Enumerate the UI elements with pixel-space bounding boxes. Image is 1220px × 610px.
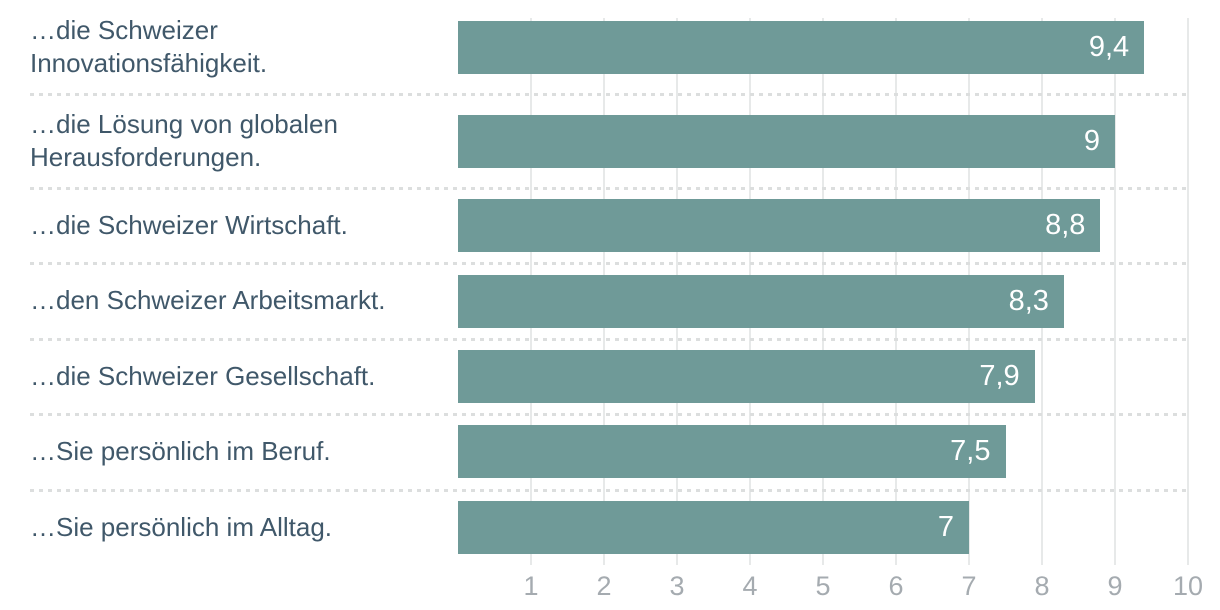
x-axis-tick-label: 7 <box>961 571 977 601</box>
x-axis-tick-label: 1 <box>523 571 539 601</box>
x-axis-tick-label: 2 <box>596 571 612 601</box>
chart-row: …Sie persönlich im Beruf. 7,5 <box>0 413 1220 489</box>
bar-value-label: 9,4 <box>1088 30 1130 63</box>
bar: 7,9 <box>458 349 1035 403</box>
bar-cell: 7 <box>458 490 1220 565</box>
category-label: …die Schweizer Gesellschaft. <box>30 360 376 391</box>
chart-row: …die Schweizer Wirtschaft. 8,8 <box>0 186 1220 263</box>
chart-row: …die Schweizer Innovationsfähigkeit. 9,4 <box>0 0 1220 94</box>
bar: 8,8 <box>458 199 1101 253</box>
category-label-cell: …die Lösung von globalen Herausforderung… <box>0 108 458 175</box>
gridline <box>1187 18 1189 565</box>
category-label: …die Lösung von globalen Herausforderung… <box>30 108 338 172</box>
x-axis: 1 2 3 4 5 6 7 8 9 10 <box>0 565 1220 610</box>
x-axis-tick-label: 5 <box>815 571 831 601</box>
category-label: …Sie persönlich im Alltag. <box>30 511 333 542</box>
bar-cell: 8,8 <box>458 188 1220 263</box>
bar: 8,3 <box>458 274 1064 328</box>
x-axis-tick-label: 8 <box>1034 571 1050 601</box>
bar-value-label: 7,5 <box>950 435 991 468</box>
bar: 7,5 <box>458 425 1006 479</box>
chart-row: …die Lösung von globalen Herausforderung… <box>0 93 1220 188</box>
bar-cell: 7,5 <box>458 414 1220 489</box>
category-label-cell: …die Schweizer Wirtschaft. <box>0 209 458 242</box>
category-label-cell: …die Schweizer Innovationsfähigkeit. <box>0 14 458 81</box>
category-label-cell: …Sie persönlich im Alltag. <box>0 511 458 544</box>
chart-rows: …die Schweizer Innovationsfähigkeit. 9,4… <box>0 0 1220 565</box>
x-axis-tick-label: 3 <box>669 571 685 601</box>
category-label: …Sie persönlich im Beruf. <box>30 436 331 467</box>
bar-cell: 7,9 <box>458 339 1220 414</box>
x-axis-tick-label: 6 <box>888 571 904 601</box>
chart-row: …die Schweizer Gesellschaft. 7,9 <box>0 337 1220 414</box>
chart-row: …Sie persönlich im Alltag. 7 <box>0 488 1220 565</box>
chart-row: …den Schweizer Arbeitsmarkt. 8,3 <box>0 262 1220 338</box>
bar-cell: 9,4 <box>458 0 1220 94</box>
x-axis-tick-label: 10 <box>1172 571 1204 601</box>
bar-value-label: 7 <box>937 510 954 543</box>
bar-value-label: 9 <box>1083 124 1100 157</box>
category-label: …die Schweizer Wirtschaft. <box>30 210 348 241</box>
bar: 7 <box>458 500 969 554</box>
x-axis-tick-label: 9 <box>1107 571 1123 601</box>
category-label: …die Schweizer Innovationsfähigkeit. <box>30 14 268 78</box>
bar-value-label: 7,9 <box>979 359 1020 392</box>
category-label-cell: …die Schweizer Gesellschaft. <box>0 360 458 393</box>
category-label-cell: …Sie persönlich im Beruf. <box>0 435 458 468</box>
x-axis-tick-label: 4 <box>742 571 758 601</box>
bar-cell: 9 <box>458 94 1220 188</box>
bar: 9,4 <box>458 20 1145 74</box>
category-label-cell: …den Schweizer Arbeitsmarkt. <box>0 284 458 317</box>
category-label: …den Schweizer Arbeitsmarkt. <box>30 285 386 316</box>
bar: 9 <box>458 114 1115 168</box>
bar-value-label: 8,3 <box>1008 284 1049 317</box>
gridline <box>1114 18 1116 565</box>
bar-cell: 8,3 <box>458 263 1220 338</box>
bar-value-label: 8,8 <box>1045 209 1086 242</box>
